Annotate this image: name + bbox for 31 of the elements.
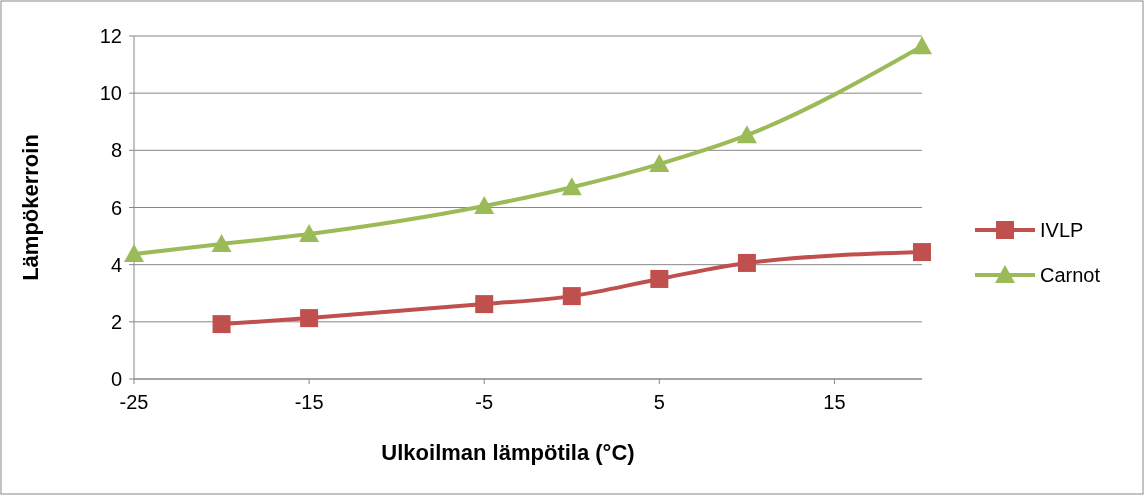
x-axis-title: Ulkoilman lämpötila (°C)	[381, 440, 635, 465]
point	[474, 196, 495, 215]
x-tick-label: 15	[823, 391, 846, 413]
y-axis-title: Lämpökerroin	[18, 134, 43, 281]
point	[650, 269, 669, 288]
y-tick-label: 6	[110, 196, 122, 219]
point	[300, 309, 319, 328]
point	[212, 315, 231, 334]
y-tick-label: 4	[110, 253, 122, 276]
x-tick-label: -5	[475, 391, 494, 413]
legend-label: IVLP	[1040, 219, 1084, 241]
y-tick-label: 12	[99, 25, 122, 47]
point	[736, 125, 757, 144]
point	[562, 287, 581, 306]
point	[299, 224, 320, 243]
x-tick-label: -25	[119, 391, 149, 413]
y-tick-label: 10	[99, 82, 122, 105]
x-tick-label: -15	[294, 391, 324, 413]
point	[475, 295, 494, 314]
y-tick-label: 8	[110, 139, 122, 162]
point	[211, 234, 232, 253]
point	[649, 154, 670, 173]
point	[912, 36, 932, 55]
point	[737, 253, 756, 272]
y-tick-label: 2	[110, 310, 122, 333]
point	[124, 244, 144, 263]
x-tick-label: 5	[653, 391, 665, 413]
point	[913, 243, 931, 262]
y-tick-label: 0	[110, 368, 122, 390]
legend-label: Carnot	[1040, 264, 1101, 286]
point	[561, 177, 582, 196]
